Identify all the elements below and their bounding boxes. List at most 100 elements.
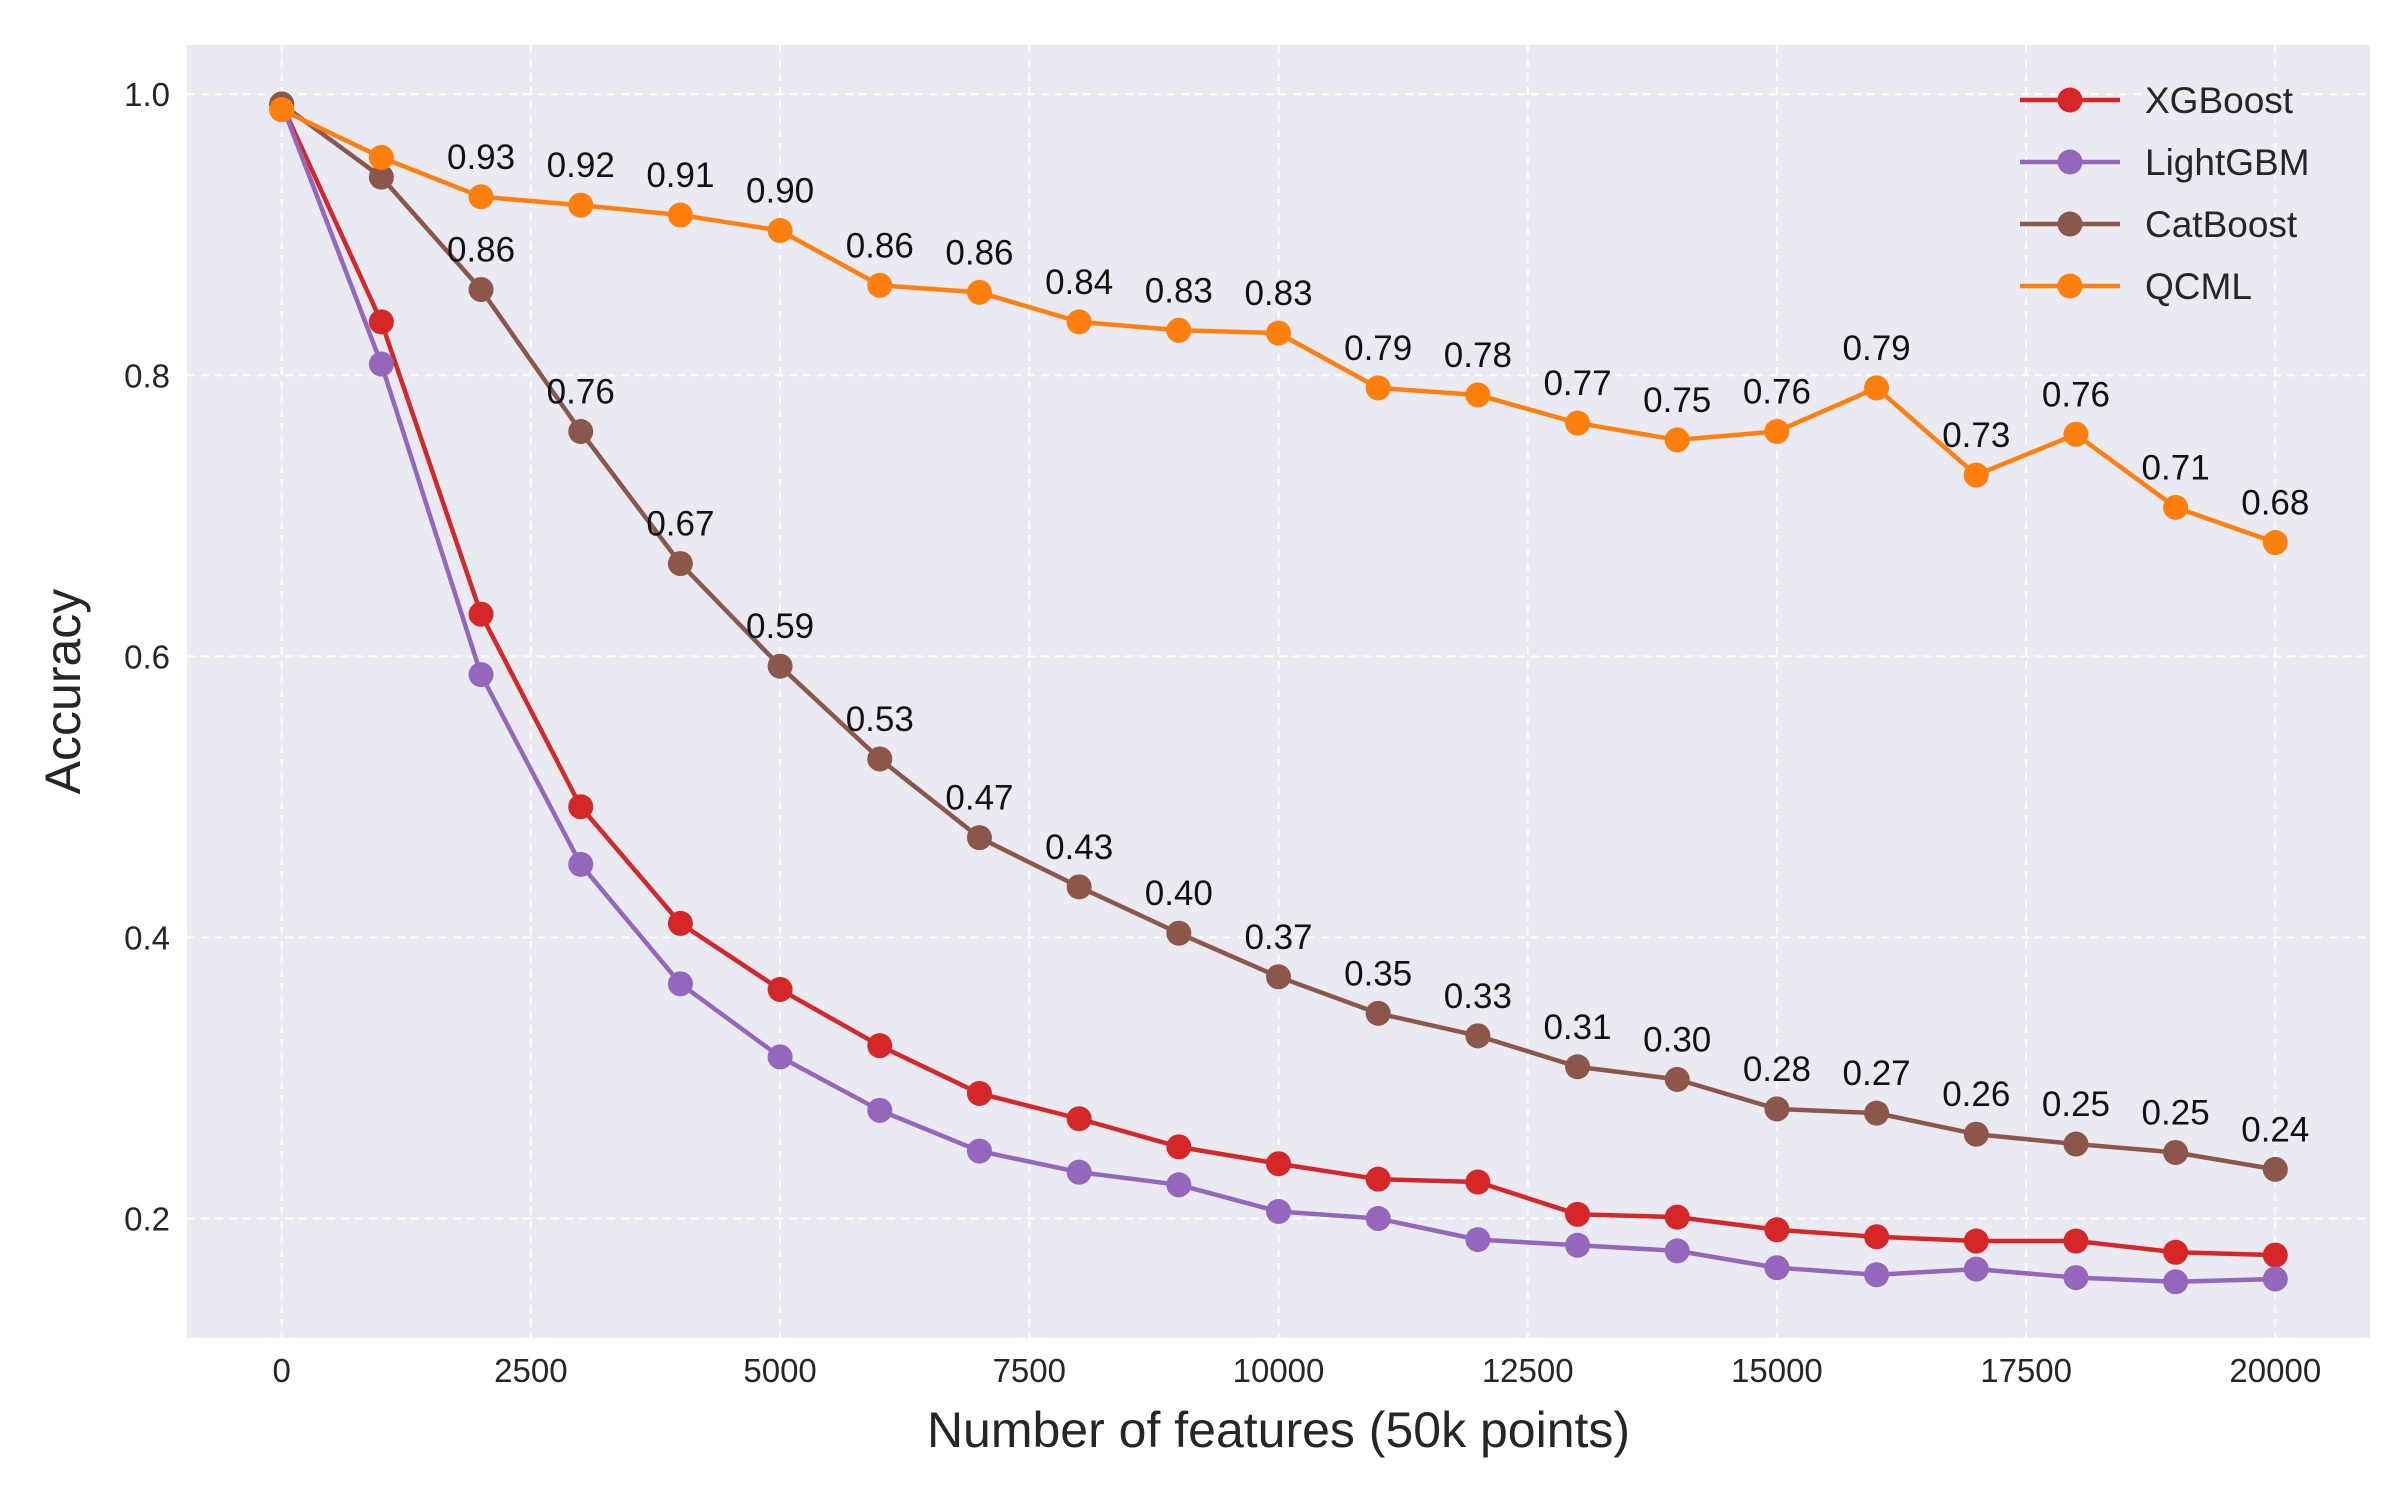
legend-marker [2057, 273, 2083, 299]
legend-marker [2057, 211, 2083, 237]
data-point-qcml [767, 218, 793, 244]
data-label-qcml: 0.77 [1543, 364, 1611, 403]
data-point-qcml [368, 144, 394, 170]
data-point-catboost [1764, 1096, 1790, 1122]
data-point-lightgbm [368, 351, 394, 377]
data-point-lightgbm [867, 1097, 893, 1123]
series-qcml [269, 97, 2288, 556]
y-tick-label: 0.2 [124, 1201, 170, 1238]
data-point-catboost [1166, 920, 1192, 946]
x-tick-label: 12500 [1482, 1352, 1574, 1389]
series-catboost [269, 91, 2288, 1182]
y-tick-label: 0.6 [124, 638, 170, 675]
data-point-xgboost [1066, 1106, 1092, 1132]
x-tick-label: 0 [273, 1352, 291, 1389]
legend-label: CatBoost [2145, 204, 2298, 245]
data-point-lightgbm [2262, 1266, 2288, 1292]
x-axis-title: Number of features (50k points) [927, 1402, 1630, 1458]
data-label-qcml: 0.79 [1843, 329, 1911, 368]
data-point-qcml [1565, 410, 1591, 436]
data-label-qcml: 0.76 [2042, 375, 2110, 414]
x-tick-label: 5000 [743, 1352, 816, 1389]
data-label-qcml: 0.83 [1244, 274, 1312, 313]
data-label-catboost: 0.53 [846, 700, 914, 739]
data-point-xgboost [1465, 1169, 1491, 1195]
data-label-catboost: 0.47 [945, 779, 1013, 818]
data-label-catboost: 0.76 [547, 372, 615, 411]
legend-entry-xgboost: XGBoost [2020, 80, 2294, 121]
data-point-catboost [1565, 1054, 1591, 1080]
data-point-qcml [1864, 375, 1890, 401]
data-label-qcml: 0.92 [547, 146, 615, 185]
data-labels: 0.86 0.76 0.67 0.59 0.53 0.47 0.43 0.40 0.37 0.35… [447, 138, 2309, 1150]
data-point-lightgbm [1864, 1262, 1890, 1288]
legend-label: QCML [2145, 266, 2252, 307]
data-point-catboost [2262, 1156, 2288, 1182]
data-point-qcml [2063, 421, 2089, 447]
data-point-xgboost [1266, 1151, 1291, 1177]
data-point-lightgbm [1664, 1238, 1690, 1264]
data-point-lightgbm [1365, 1206, 1391, 1232]
data-label-catboost: 0.37 [1244, 918, 1312, 957]
data-point-qcml [867, 272, 893, 298]
data-point-lightgbm [1166, 1172, 1192, 1198]
legend-label: LightGBM [2145, 142, 2310, 183]
data-point-xgboost [1664, 1204, 1690, 1230]
y-axis-title: Accuracy [35, 589, 91, 795]
data-label-qcml: 0.73 [1942, 416, 2010, 455]
legend-entry-qcml: QCML [2020, 266, 2252, 307]
data-point-xgboost [767, 976, 793, 1002]
data-label-catboost: 0.27 [1843, 1054, 1911, 1093]
data-point-qcml [568, 192, 594, 218]
data-point-catboost [1266, 964, 1291, 990]
data-point-lightgbm [1565, 1232, 1591, 1258]
data-label-qcml: 0.76 [1743, 372, 1811, 411]
data-point-lightgbm [468, 662, 494, 688]
data-point-lightgbm [2063, 1265, 2089, 1291]
data-label-qcml: 0.68 [2241, 484, 2309, 523]
legend-marker [2057, 149, 2083, 175]
data-label-qcml: 0.86 [846, 226, 914, 265]
data-point-catboost [1664, 1066, 1690, 1092]
data-point-xgboost [368, 309, 394, 335]
data-label-catboost: 0.40 [1145, 874, 1213, 913]
data-label-catboost: 0.67 [646, 505, 714, 544]
data-point-catboost [1066, 874, 1092, 900]
data-point-xgboost [867, 1033, 893, 1059]
data-point-lightgbm [1266, 1199, 1291, 1225]
grid-lines [187, 45, 2370, 1338]
data-point-xgboost [568, 794, 594, 820]
data-label-qcml: 0.83 [1145, 271, 1213, 310]
legend-entry-lightgbm: LightGBM [2020, 142, 2310, 183]
data-point-xgboost [1365, 1166, 1391, 1192]
data-label-catboost: 0.59 [746, 607, 814, 646]
data-label-catboost: 0.31 [1543, 1008, 1611, 1047]
x-tick-label: 10000 [1233, 1352, 1325, 1389]
data-point-xgboost [468, 601, 494, 627]
data-point-xgboost [2063, 1228, 2089, 1254]
data-label-qcml: 0.90 [746, 172, 814, 211]
data-label-qcml: 0.78 [1444, 336, 1512, 375]
data-point-qcml [1066, 309, 1092, 335]
data-point-xgboost [2163, 1239, 2189, 1265]
legend: XGBoost LightGBM CatBoost QCML [2020, 80, 2310, 307]
data-label-qcml: 0.71 [2142, 448, 2210, 487]
y-tick-label: 0.8 [124, 357, 170, 394]
data-point-qcml [1465, 382, 1491, 408]
data-label-catboost: 0.86 [447, 231, 515, 270]
data-point-catboost [568, 418, 594, 444]
data-point-lightgbm [568, 851, 594, 877]
data-point-qcml [1963, 462, 1989, 488]
data-label-qcml: 0.86 [945, 233, 1013, 272]
data-point-qcml [1664, 427, 1690, 453]
y-tick-label: 1.0 [124, 76, 170, 113]
data-point-lightgbm [1066, 1159, 1092, 1185]
data-point-catboost [1465, 1023, 1491, 1049]
data-point-catboost [667, 551, 693, 577]
data-point-lightgbm [966, 1138, 992, 1164]
data-label-qcml: 0.79 [1344, 329, 1412, 368]
tick-labels: 0 2500 5000 7500 10000 12500 15000 17500 20000 0.… [124, 76, 2321, 1389]
data-point-qcml [1365, 375, 1391, 401]
data-point-xgboost [1764, 1217, 1790, 1243]
